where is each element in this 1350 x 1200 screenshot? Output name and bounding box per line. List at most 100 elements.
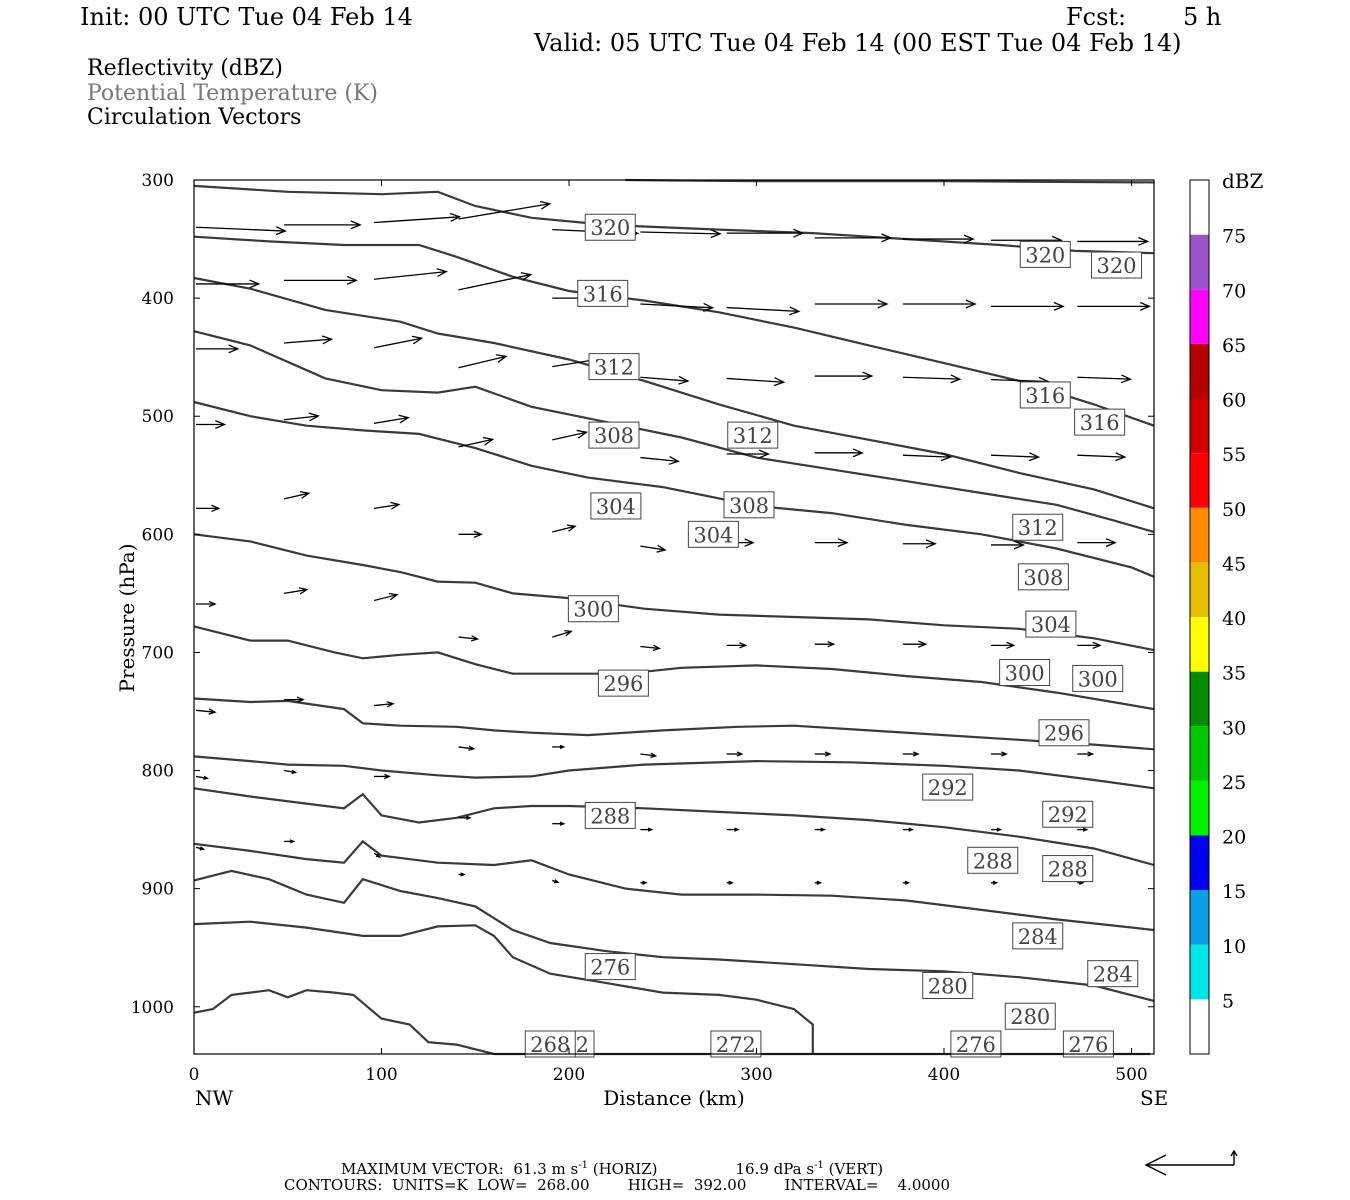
circulation-vector [640,880,648,885]
circulation-vector [1077,236,1150,246]
circulation-vector [1077,751,1095,757]
contour-labels: 320 320 320 316 316 316 312 312 312 308 308 308 304 3… [524,213,1142,1058]
circulation-vector [284,412,320,422]
contour-label: 276 [950,1030,1002,1058]
contour-label-text: 284 [1018,925,1058,949]
circulation-vector [284,335,334,345]
contour-label-text: 312 [1018,516,1058,540]
contour-label-text: 316 [1025,384,1065,408]
circulation-vector [726,642,748,649]
circulation-vector [552,879,560,884]
circulation-vector [374,773,391,780]
contour-label-text: 300 [1005,662,1045,686]
contour-label: 320 [1019,240,1071,268]
theta-contour-320-0 [193,184,1155,255]
circulation-vector [814,233,893,243]
colorbar-swatch [1190,999,1209,1054]
circulation-vector [458,272,533,291]
colorbar-label: 60 [1222,390,1246,412]
x-tick-label: 400 [928,1065,960,1085]
colorbar-label: 50 [1222,499,1246,521]
colorbar-swatch [1190,180,1209,235]
circulation-vector [814,448,864,458]
theta-contour-292-8 [193,697,1155,751]
circulation-vector [458,530,483,539]
theta-contour-284-10 [193,787,1155,867]
circulation-vector [814,538,849,548]
contour-label-text: 276 [956,1033,996,1057]
colorbar-label: 30 [1222,717,1246,739]
circulation-vector [814,751,832,757]
contour-label-text: 320 [590,216,630,240]
colorbar-label: 5 [1222,990,1234,1012]
y-tick-label: 400 [142,289,174,309]
contour-label: 316 [1074,408,1126,436]
contour-label-text: 276 [590,956,630,980]
colorbar-label: 40 [1222,608,1246,630]
y-tick-label: 600 [142,525,174,545]
circulation-vector [726,827,740,832]
colorbar-swatch [1190,835,1209,891]
contour-label: 280 [1004,1002,1056,1030]
contour-label-text: 300 [1078,667,1118,691]
contour-label: 292 [922,773,974,801]
contour-label: 276 [584,953,636,981]
x-axis-label: Distance (km) [603,1086,745,1110]
contour-label-text: 296 [1044,722,1084,746]
contour-label-text: 284 [1093,963,1133,987]
contour-label-text: 308 [1023,566,1063,590]
circulation-vector [902,299,977,309]
colorbar-swatch [1190,890,1209,945]
x-axis: 0 100 200 300 400 500 [189,180,1148,1085]
contour-label: 320 [584,213,636,241]
contour-label-text: 280 [1010,1005,1050,1029]
colorbar-swatch [1190,453,1209,508]
circulation-vector [458,745,476,751]
contour-label-text: 312 [733,424,773,448]
circulation-vector [902,640,928,648]
circulation-vector [552,524,577,533]
colorbar-swatch [1190,726,1209,781]
circulation-vector [195,846,206,851]
theta-contour-316-2 [193,235,1155,427]
contour-label: 272 [710,1030,762,1058]
theta-contour-288-9 [193,755,1155,790]
circulation-vector [458,635,480,642]
circulation-vector [814,827,826,832]
contour-label: 296 [597,669,649,697]
colorbar-frame [1189,179,1210,1055]
circulation-vector [1077,374,1133,384]
circulation-vector [726,751,744,757]
colorbar-swatch [1190,343,1209,399]
colorbar-swatch [1190,617,1209,672]
reference-vector [1144,1149,1238,1176]
colorbar-swatch [1190,562,1209,617]
contour-label-text: 304 [1031,613,1071,637]
circulation-vector [458,354,508,369]
circulation-vector [814,371,874,381]
circulation-vector [640,827,654,832]
circulation-vector [902,374,962,384]
circulation-vector [726,306,801,316]
circulation-vector [640,644,662,652]
contour-label: 280 [922,971,974,999]
circulation-vector [902,751,920,757]
y-axis-label: Pressure (hPa) [115,544,139,693]
contour-label-text: 304 [693,523,733,547]
circulation-vector [374,501,401,510]
theta-contour-312-3 [193,276,1155,510]
colorbar-label: 65 [1222,335,1246,357]
x-tick-label: 500 [1115,1065,1147,1085]
circulation-vector [902,880,911,885]
contour-label-text: 292 [1048,803,1088,827]
circulation-vector [726,880,734,885]
contour-label: 320 [1091,251,1142,279]
circulation-vector [814,640,836,648]
contour-label-text: 320 [1096,254,1136,278]
theta-contour-280-11 [193,839,1155,932]
contour-label-text: 280 [928,974,968,998]
contour-label: 288 [1042,855,1094,883]
circulation-vector [552,821,566,826]
colorbar-label: 10 [1222,936,1246,958]
y-tick-label: 1000 [131,998,174,1018]
